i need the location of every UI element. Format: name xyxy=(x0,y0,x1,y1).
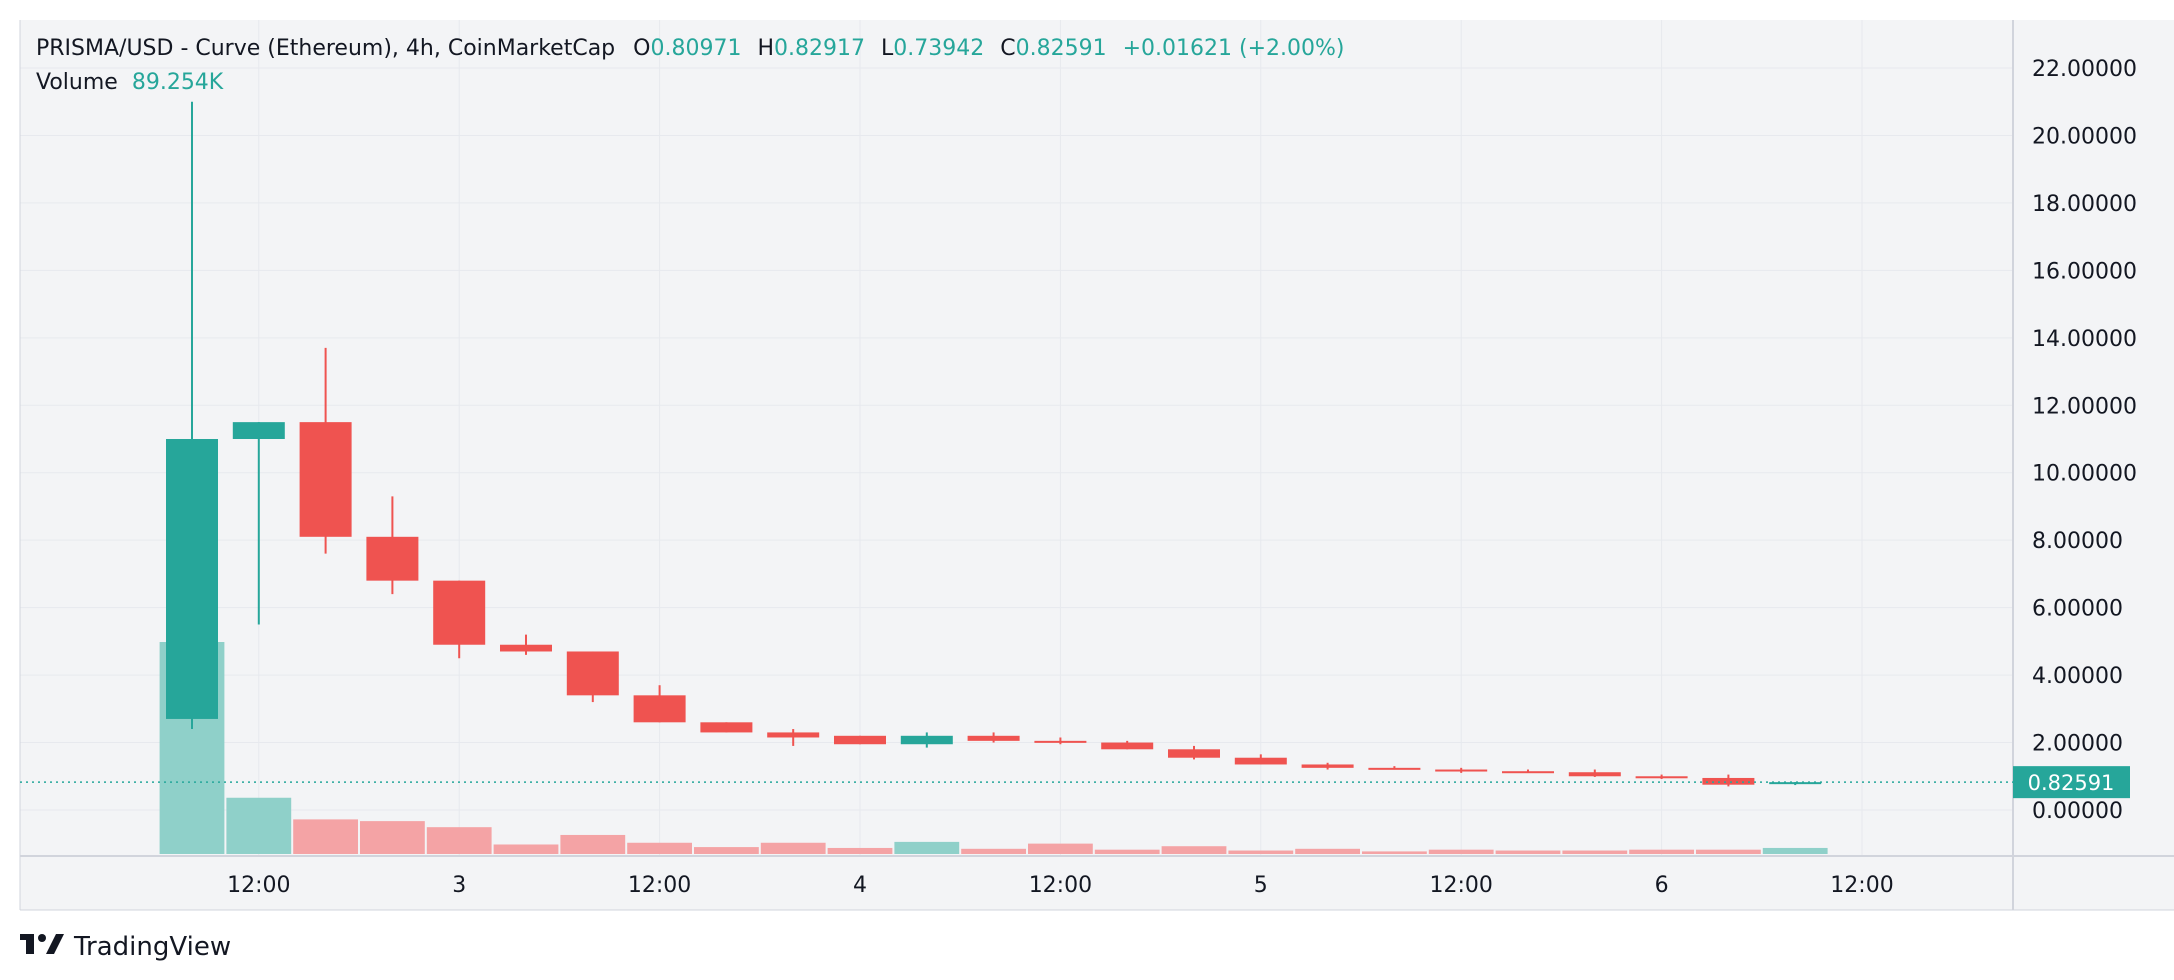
volume-bar xyxy=(1094,849,1160,854)
volume-bar xyxy=(961,848,1026,854)
time-tick-label: 12:00 xyxy=(1429,873,1492,898)
time-tick-label: 12:00 xyxy=(227,873,290,898)
chart-background xyxy=(20,20,2174,910)
volume-bar xyxy=(1762,847,1828,854)
volume-bar xyxy=(1295,848,1360,854)
ohlc-legend: PRISMA/USD - Curve (Ethereum), 4h, CoinM… xyxy=(36,36,1361,61)
chart-grid xyxy=(19,20,2174,911)
candle-body xyxy=(299,422,352,537)
price-tick-label: 12.00000 xyxy=(2032,394,2137,419)
candle-body xyxy=(1568,772,1621,777)
time-tick-label: 6 xyxy=(1655,873,1669,898)
volume-bar xyxy=(1696,849,1761,854)
candle-body xyxy=(1368,767,1421,770)
volume-bar xyxy=(760,842,826,854)
candle-body xyxy=(566,651,619,696)
time-tick-label: 12:00 xyxy=(1029,873,1092,898)
candle-body xyxy=(1435,769,1488,772)
candle-body xyxy=(1769,782,1822,785)
candle-body xyxy=(834,735,886,745)
open-label: O xyxy=(633,36,651,61)
volume-legend: Volume 89.254K xyxy=(36,70,223,95)
high-label: H xyxy=(757,36,775,61)
candle-body xyxy=(633,695,686,723)
candle-body xyxy=(1502,771,1554,774)
last-price-label: 0.82591 xyxy=(2028,771,2115,795)
price-tick-label: 10.00000 xyxy=(2032,462,2137,487)
candle-body xyxy=(900,735,953,745)
volume-bar xyxy=(1629,849,1694,854)
candle-body xyxy=(1301,764,1354,768)
candle-series xyxy=(166,101,1822,787)
time-tick-label: 3 xyxy=(452,873,466,898)
last-price-tag xyxy=(2013,766,2130,799)
volume-bar xyxy=(1428,849,1494,854)
price-axis[interactable]: 22.00000 20.00000 18.00000 16.00000 14.00000… xyxy=(2032,57,2137,824)
low-value: 0.73942 xyxy=(893,36,985,61)
price-tick-label: 4.00000 xyxy=(2032,664,2123,689)
last-price-line: 0.82591 xyxy=(20,766,2130,799)
open-value: 0.80971 xyxy=(650,36,742,61)
volume-bar xyxy=(293,819,358,854)
volume-bar xyxy=(226,797,292,854)
volume-bar xyxy=(1228,850,1294,854)
volume-bar xyxy=(827,847,893,854)
candle-body xyxy=(1168,749,1220,758)
time-axis[interactable]: 12:00 3 12:00 4 12:00 5 12:00 6 12:00 xyxy=(227,873,1894,898)
price-tick-label: 0.00000 xyxy=(2032,799,2123,824)
volume-bar xyxy=(426,827,492,854)
tradingview-icon xyxy=(20,930,64,963)
candle-body xyxy=(767,732,820,738)
candle-body xyxy=(433,580,486,645)
high-value: 0.82917 xyxy=(774,36,865,61)
price-tick-label: 16.00000 xyxy=(2032,259,2137,284)
price-tick-label: 6.00000 xyxy=(2032,597,2123,622)
candle-body xyxy=(366,536,419,581)
candle-body xyxy=(967,735,1020,741)
volume-bar xyxy=(694,847,759,854)
price-tick-label: 20.00000 xyxy=(2032,124,2137,149)
volume-bar xyxy=(1562,850,1628,854)
time-tick-label: 5 xyxy=(1254,873,1268,898)
volume-bar xyxy=(1495,850,1561,854)
volume-bar xyxy=(560,834,626,854)
tradingview-logo[interactable]: TradingView xyxy=(20,930,231,963)
candle-body xyxy=(1702,777,1755,785)
candle-body xyxy=(232,422,285,439)
volume-value: 89.254K xyxy=(131,70,224,95)
close-label: C xyxy=(1000,36,1016,61)
volume-bar xyxy=(1161,846,1227,854)
close-value: 0.82591 xyxy=(1015,36,1107,61)
volume-bar xyxy=(493,844,559,854)
candle-body xyxy=(700,722,753,733)
volume-bar xyxy=(894,841,960,854)
time-tick-label: 12:00 xyxy=(1830,873,1893,898)
candle-body xyxy=(1635,776,1688,779)
price-tick-label: 18.00000 xyxy=(2032,192,2137,217)
time-tick-label: 4 xyxy=(853,873,867,898)
volume-bar xyxy=(627,842,692,854)
brand-name: TradingView xyxy=(74,931,232,962)
price-tick-label: 22.00000 xyxy=(2032,57,2137,82)
low-label: L xyxy=(881,36,894,61)
volume-bar xyxy=(1028,843,1093,854)
candle-body xyxy=(1101,742,1154,750)
volume-bar xyxy=(1362,851,1427,854)
candle-body xyxy=(166,439,218,719)
candle-body xyxy=(1234,757,1287,765)
candle-body xyxy=(1034,740,1087,743)
time-tick-label: 12:00 xyxy=(628,873,691,898)
price-tick-label: 8.00000 xyxy=(2032,529,2123,554)
volume-label: Volume xyxy=(36,70,118,95)
volume-bar xyxy=(360,821,425,854)
candle-body xyxy=(500,644,552,652)
price-tick-label: 2.00000 xyxy=(2032,732,2123,757)
price-tick-label: 14.00000 xyxy=(2032,327,2137,352)
symbol-title: PRISMA/USD - Curve (Ethereum), 4h, CoinM… xyxy=(36,36,616,61)
change-value: +0.01621 (+2.00%) xyxy=(1122,36,1345,61)
